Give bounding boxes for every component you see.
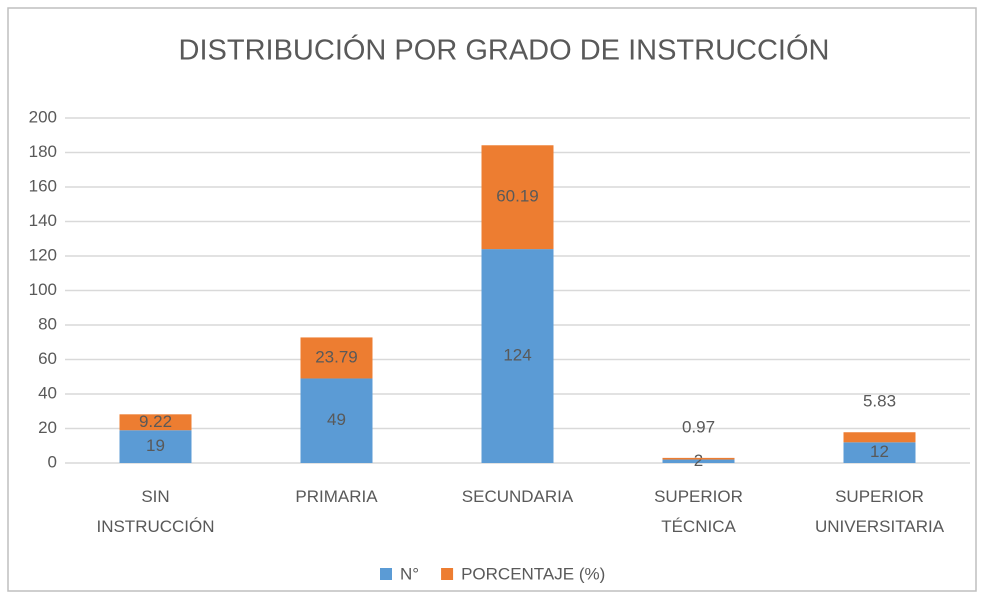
data-label: 0.97 (682, 417, 715, 436)
chart-title: DISTRIBUCIÓN POR GRADO DE INSTRUCCIÓN (179, 34, 830, 67)
y-tick-label: 100 (29, 280, 57, 299)
data-label: 5.83 (863, 392, 896, 411)
bar-segment (300, 337, 373, 379)
data-label: 124 (503, 346, 531, 365)
bar-segment (119, 414, 192, 431)
data-label: 2 (694, 451, 703, 470)
y-tick-label: 0 (48, 452, 57, 471)
bar-segment (119, 430, 192, 463)
y-tick-label: 160 (29, 176, 57, 195)
bar-segment (843, 432, 916, 443)
data-label: 23.79 (315, 347, 358, 366)
y-tick-label: 200 (29, 107, 57, 126)
x-tick-label: SIN INSTRUCCIÓN (96, 487, 214, 536)
data-label: 49 (327, 410, 346, 429)
legend-label: N° (400, 564, 419, 583)
bar-segment (662, 457, 735, 460)
legend-label: PORCENTAJE (%) (461, 564, 605, 583)
y-tick-label: 60 (38, 349, 57, 368)
x-tick-label: SUPERIOR UNIVERSITARIA (815, 487, 945, 536)
bar-segment (662, 459, 735, 463)
y-tick-label: 40 (38, 383, 57, 402)
legend-swatch (380, 568, 392, 580)
y-tick-label: 80 (38, 314, 57, 333)
data-label: 9.22 (139, 412, 172, 431)
y-tick-label: 140 (29, 211, 57, 230)
x-tick-label: SUPERIOR TÉCNICA (654, 487, 743, 536)
bar-segment (481, 249, 554, 463)
bar-segment (481, 145, 554, 250)
data-label: 60.19 (496, 187, 539, 206)
data-label: 19 (146, 436, 165, 455)
y-tick-label: 120 (29, 245, 57, 264)
legend-swatch (441, 568, 454, 580)
x-tick-label: SECUNDARIA (462, 487, 574, 506)
x-tick-label: PRIMARIA (295, 487, 378, 506)
data-label: 12 (870, 442, 889, 461)
y-tick-label: 20 (38, 418, 57, 437)
y-tick-label: 180 (29, 142, 57, 161)
bar-segment (843, 442, 916, 463)
bar-segment (300, 378, 373, 463)
